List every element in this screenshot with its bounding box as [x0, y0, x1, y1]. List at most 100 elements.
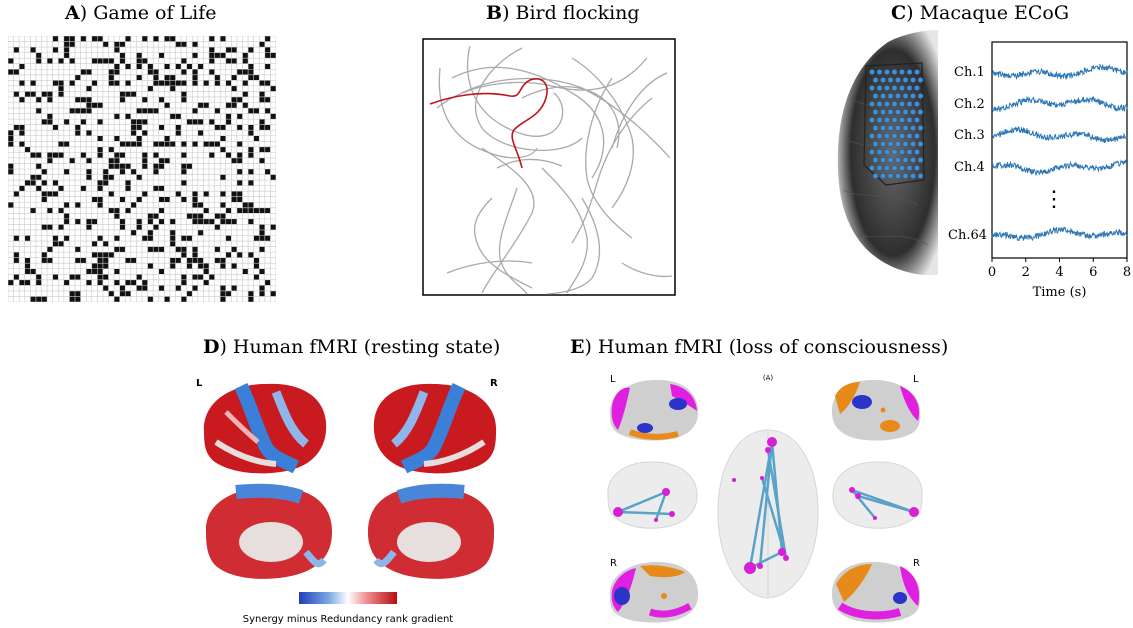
live-cell	[231, 157, 237, 164]
live-cell	[75, 202, 81, 208]
live-cell	[119, 141, 126, 147]
electrode-dot	[917, 93, 924, 99]
brain-medial-left	[205, 483, 333, 579]
electrode-dot	[899, 165, 905, 171]
live-cell	[58, 207, 64, 214]
electrode-dot	[899, 85, 905, 91]
electrode-dot	[914, 101, 920, 107]
electrode-dot	[895, 77, 901, 83]
live-cell	[102, 241, 109, 247]
electrode-dot	[891, 149, 898, 155]
live-cell	[8, 279, 14, 286]
live-cell	[225, 207, 232, 214]
live-cell	[136, 224, 142, 230]
electrode-dot	[914, 69, 920, 75]
live-cell	[225, 290, 232, 297]
live-cell	[231, 85, 237, 92]
live-cell	[35, 296, 42, 302]
live-cell	[41, 191, 48, 197]
live-cell	[125, 91, 131, 97]
live-cell	[158, 185, 165, 192]
live-cell	[47, 152, 53, 158]
live-cell	[214, 108, 221, 114]
live-cell	[119, 52, 126, 59]
live-cell	[136, 196, 142, 203]
live-cell	[35, 174, 42, 181]
electrode-dot	[876, 117, 883, 123]
electrode-dot	[899, 149, 905, 155]
live-cell	[8, 141, 14, 147]
live-cell	[35, 279, 42, 286]
electrode-dot	[891, 101, 898, 107]
live-cell	[52, 180, 59, 186]
live-cell	[130, 229, 137, 236]
live-cell	[114, 69, 120, 75]
live-cell	[209, 152, 215, 158]
live-cell	[169, 85, 176, 92]
live-cell	[169, 74, 176, 81]
live-cell	[264, 169, 271, 175]
live-cell	[197, 263, 204, 269]
live-cell	[47, 113, 53, 120]
live-cell	[63, 202, 70, 208]
live-cell	[24, 268, 31, 275]
right-hemisphere-label: R	[490, 378, 498, 389]
live-cell	[259, 41, 265, 48]
center-label: (A)	[763, 374, 774, 382]
live-cell	[158, 196, 165, 203]
live-cell	[142, 152, 148, 158]
live-cell	[75, 130, 81, 136]
ecog-trace	[991, 226, 1128, 242]
live-cell	[203, 141, 209, 147]
live-cell	[142, 285, 148, 291]
live-cell	[108, 191, 115, 197]
live-cell	[270, 52, 276, 59]
live-cell	[236, 252, 243, 258]
panel-e-title: E) Human fMRI (loss of consciousness)	[570, 336, 949, 358]
live-cell	[169, 218, 176, 225]
top-left-label: L	[610, 374, 616, 385]
live-cell	[80, 36, 87, 42]
live-cell	[75, 96, 81, 103]
electrode-dot	[910, 173, 916, 179]
live-cell	[270, 113, 276, 120]
live-cell	[220, 174, 226, 181]
live-cell	[35, 58, 42, 64]
live-cell	[259, 285, 265, 291]
live-cell	[52, 235, 59, 242]
electrode-dot	[876, 149, 883, 155]
live-cell	[253, 207, 260, 214]
electrode-dot	[876, 85, 883, 91]
live-cell	[114, 163, 120, 169]
live-cell	[164, 135, 170, 142]
live-cell	[41, 119, 48, 125]
live-cell	[97, 135, 103, 142]
live-cell	[142, 235, 148, 242]
electrode-dot	[917, 173, 924, 179]
ecog-trace-lines	[991, 63, 1128, 242]
live-cell	[102, 58, 109, 64]
live-cell	[136, 218, 142, 225]
live-cell	[8, 58, 14, 64]
macaque-brain-electrodes	[837, 30, 938, 275]
live-cell	[220, 285, 226, 291]
live-cell	[86, 218, 92, 225]
live-cell	[248, 130, 254, 136]
live-cell	[119, 169, 126, 175]
live-cell	[30, 91, 36, 97]
live-cell	[69, 274, 75, 280]
live-cell	[203, 207, 209, 214]
live-cell	[114, 135, 120, 142]
live-cell	[52, 47, 59, 53]
live-cell	[8, 202, 14, 208]
live-cell	[24, 91, 31, 97]
live-cell	[63, 235, 70, 242]
live-cell	[264, 80, 271, 86]
live-cell	[181, 163, 187, 169]
live-cell	[97, 146, 103, 153]
live-cell	[47, 246, 53, 253]
live-cell	[63, 141, 70, 147]
live-cell	[192, 246, 198, 253]
live-cell	[35, 96, 42, 103]
colorbar	[299, 592, 397, 604]
